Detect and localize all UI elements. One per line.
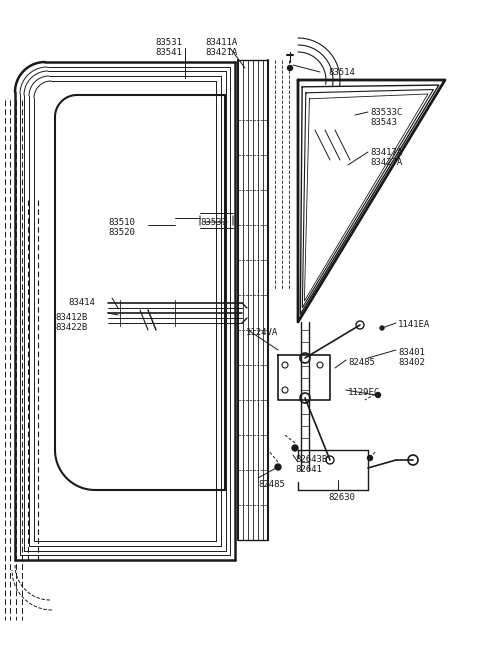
Text: 1129EC: 1129EC [348,388,380,397]
Circle shape [292,445,298,451]
Text: 83510
83520: 83510 83520 [108,218,135,237]
Text: 82643B
82641: 82643B 82641 [295,455,327,474]
Circle shape [368,455,372,461]
Text: 1141EA: 1141EA [398,320,430,329]
Text: 83412B
83422B: 83412B 83422B [55,313,87,332]
Circle shape [375,392,381,397]
Text: 83537: 83537 [200,218,227,227]
Text: 83531
83541: 83531 83541 [155,38,182,57]
Text: 1124VA: 1124VA [246,328,278,337]
Text: 82630: 82630 [328,493,355,502]
Circle shape [275,464,281,470]
Circle shape [288,66,292,70]
Circle shape [380,326,384,330]
Text: 83533C
83543: 83533C 83543 [370,108,402,127]
Text: 82485: 82485 [258,480,285,489]
Text: 83414: 83414 [68,298,95,307]
Text: 82485: 82485 [348,358,375,367]
Text: 83401
83402: 83401 83402 [398,348,425,367]
Text: 83411A
83421A: 83411A 83421A [205,38,237,57]
Text: 83417A
83427A: 83417A 83427A [370,148,402,168]
Text: 83514: 83514 [328,68,355,77]
